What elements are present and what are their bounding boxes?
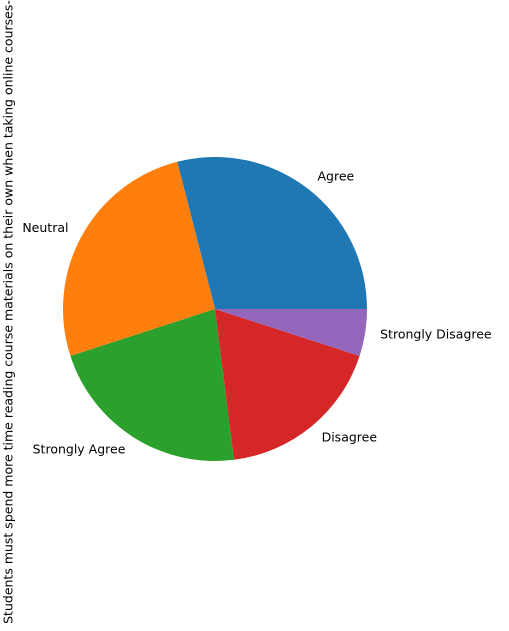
pie-slice-disagree — [215, 309, 360, 460]
pie-label-disagree: Disagree — [322, 429, 378, 444]
pie-slice-neutral — [63, 161, 215, 356]
pie-slice-strongly-agree — [70, 309, 235, 461]
y-axis-label: Students must spend more time reading co… — [1, 0, 16, 624]
pie-label-neutral: Neutral — [22, 220, 68, 235]
pie-slices — [63, 157, 367, 461]
pie-slice-agree — [177, 157, 367, 309]
pie-slice-strongly-disagree — [215, 309, 367, 356]
pie-label-agree: Agree — [317, 168, 354, 183]
pie-label-strongly-agree: Strongly Agree — [33, 442, 126, 457]
pie-label-strongly-disagree: Strongly Disagree — [380, 327, 492, 342]
pie-labels: Agree Neutral Strongly Agree Disagree Strong… — [22, 168, 492, 456]
